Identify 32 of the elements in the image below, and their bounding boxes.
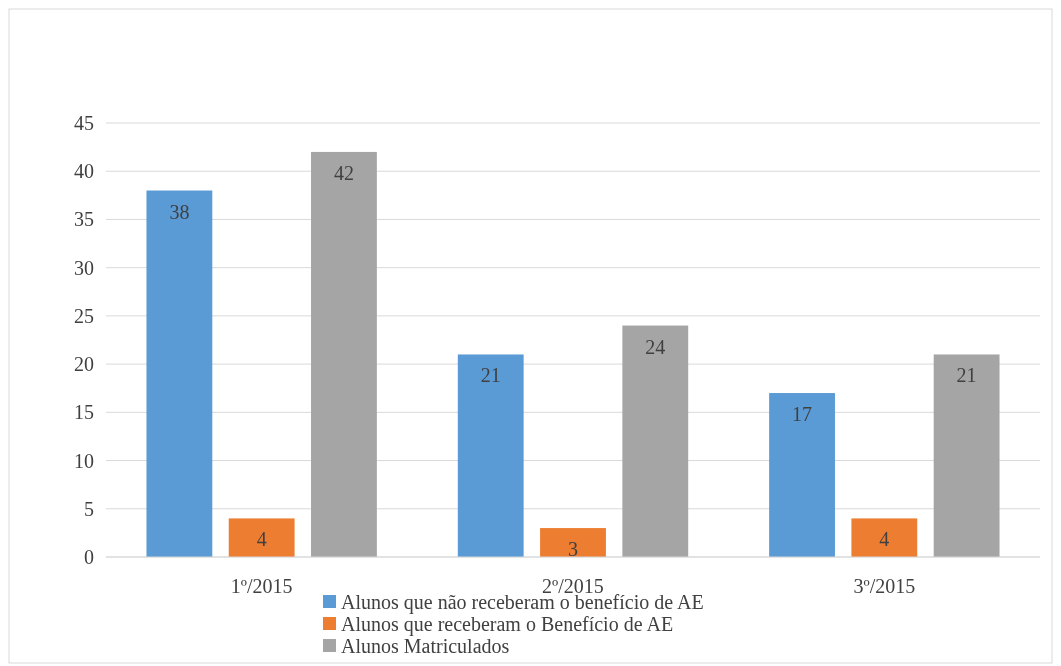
bar <box>622 325 689 557</box>
data-label: 38 <box>169 200 190 223</box>
y-tick-label: 40 <box>74 160 94 183</box>
y-tick-label: 0 <box>84 546 94 568</box>
y-tick-label: 45 <box>74 112 94 134</box>
bar <box>540 528 606 557</box>
y-tick-label: 15 <box>74 401 94 424</box>
x-tick-label: 1º/2015 <box>230 575 293 597</box>
data-label: 4 <box>879 528 890 551</box>
y-tick-label: 30 <box>74 256 94 279</box>
bar <box>851 518 918 557</box>
y-tick-label: 20 <box>74 353 94 376</box>
x-tick-label: 3º/2015 <box>853 575 916 597</box>
data-label: 21 <box>956 364 977 387</box>
legend-label: Alunos Matriculados <box>341 635 510 657</box>
data-label: 21 <box>480 364 501 387</box>
data-label: 42 <box>333 161 354 184</box>
data-label: 17 <box>792 403 813 426</box>
y-tick-label: 35 <box>74 208 94 231</box>
y-tick-label: 5 <box>84 497 94 520</box>
bar <box>933 354 1000 557</box>
data-label: 3 <box>568 538 578 561</box>
bar <box>457 354 524 557</box>
bar <box>146 190 213 557</box>
data-label: 24 <box>645 335 666 358</box>
bar <box>228 518 295 557</box>
data-label: 4 <box>256 528 267 551</box>
bar <box>311 151 377 557</box>
bar <box>769 393 835 557</box>
legend-label: Alunos que receberam o Benefício de AE <box>341 613 674 636</box>
y-tick-label: 25 <box>74 304 94 327</box>
y-tick-label: 10 <box>74 449 94 472</box>
